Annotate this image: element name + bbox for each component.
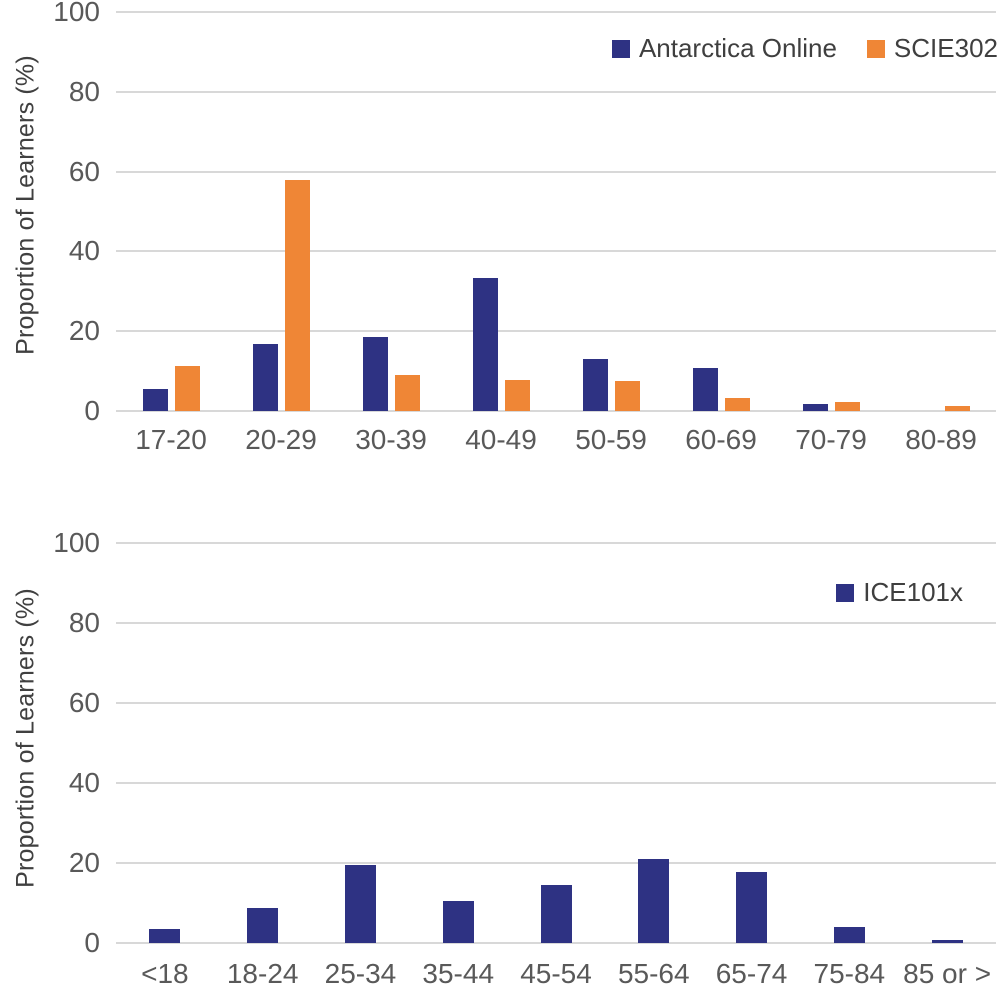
x-tick-label-70-79: 70-79	[795, 424, 867, 455]
x-tick-label-18: <18	[141, 958, 189, 989]
bar-antarctica-online-50-59	[582, 359, 608, 411]
bar-scie302-60-69	[724, 397, 750, 411]
bar-antarctica-online-17-20	[142, 388, 168, 411]
x-tick-label-65-74: 65-74	[715, 958, 788, 989]
legend-swatch-ice101x	[836, 583, 855, 602]
legend-label: Antarctica Online	[638, 33, 837, 63]
bar-scie302-70-79	[834, 402, 860, 411]
gridline-20	[116, 862, 996, 864]
bar-ice101x-45-54	[540, 884, 572, 943]
bar-scie302-30-39	[394, 375, 420, 411]
gridline-0	[116, 942, 996, 944]
gridline-80	[116, 622, 996, 624]
legend: Antarctica Online SCIE302	[611, 33, 998, 64]
y-tick-label-40: 40	[68, 767, 100, 798]
x-tick-label-80-89: 80-89	[905, 424, 977, 455]
y-tick-label-80: 80	[68, 75, 100, 107]
bar-ice101x-25-34	[344, 865, 376, 943]
plot-area	[116, 11, 996, 412]
x-tick-label-50-59: 50-59	[575, 424, 647, 455]
y-tick-label-100: 100	[53, 527, 100, 558]
x-tick-label-25-34: 25-34	[324, 958, 397, 989]
y-tick-label-20: 20	[68, 315, 100, 347]
bar-scie302-17-20	[174, 366, 200, 411]
x-tick-label-40-49: 40-49	[465, 424, 537, 455]
bar-antarctica-online-20-29	[252, 343, 278, 411]
y-tick-label-0: 0	[84, 927, 100, 958]
y-tick-label-60: 60	[68, 687, 100, 718]
x-tick-label-18-24: 18-24	[226, 958, 299, 989]
y-tick-label-100: 100	[53, 0, 100, 27]
x-tick-label-20-29: 20-29	[245, 424, 317, 455]
legend-item-scie302: SCIE302	[866, 33, 998, 64]
gridline-80	[116, 90, 996, 93]
x-tick-label-60-69: 60-69	[685, 424, 757, 455]
x-tick-label-45-54: 45-54	[520, 958, 592, 989]
x-tick-label-17-20: 17-20	[135, 424, 207, 455]
plot-area	[116, 542, 996, 944]
gridline-40	[116, 782, 996, 784]
x-tick-label-55-64: 55-64	[617, 958, 690, 989]
age-distribution-chart-bottom: Proportion of Learners (%) ICE101x 0 20 40…	[0, 520, 1000, 997]
bar-ice101x-18-24	[247, 908, 279, 943]
gridline-100	[116, 11, 996, 13]
bar-scie302-80-89	[944, 406, 970, 411]
gridline-0	[116, 410, 996, 412]
y-tick-label-0: 0	[84, 395, 100, 426]
x-tick-label-85-or: 85 or >	[903, 958, 992, 989]
legend-label: SCIE302	[893, 33, 998, 63]
age-distribution-chart-top: Proportion of Learners (%) Antarctica On…	[0, 0, 1000, 470]
x-tick-label-35-44: 35-44	[422, 958, 495, 989]
bar-antarctica-online-30-39	[362, 336, 388, 411]
bar-ice101x-65-74	[736, 872, 768, 943]
bar-antarctica-online-70-79	[802, 403, 828, 411]
bar-scie302-50-59	[614, 381, 640, 411]
bar-ice101x-75-84	[833, 927, 865, 943]
bar-ice101x-85-or	[931, 940, 963, 943]
bar-antarctica-online-60-69	[692, 367, 718, 411]
legend-item-ice101x: ICE101x	[836, 577, 963, 608]
y-tick-label-20: 20	[68, 847, 100, 878]
y-tick-label-40: 40	[68, 235, 100, 267]
gridline-60	[116, 702, 996, 704]
legend-label: ICE101x	[863, 577, 963, 607]
x-tick-label-30-39: 30-39	[355, 424, 427, 455]
bar-antarctica-online-40-49	[472, 278, 498, 411]
y-tick-label-60: 60	[68, 155, 100, 187]
bar-ice101x-55-64	[638, 859, 670, 943]
gridline-40	[116, 250, 996, 253]
gridline-100	[116, 542, 996, 544]
y-tick-label-80: 80	[68, 607, 100, 638]
bar-ice101x-18	[149, 929, 181, 943]
x-tick-label-75-84: 75-84	[813, 958, 886, 989]
legend-item-antarctica-online: Antarctica Online	[611, 33, 837, 64]
bar-scie302-20-29	[284, 179, 310, 411]
legend-swatch-scie302	[866, 39, 885, 58]
legend-swatch-antarctica-online	[611, 39, 630, 58]
gridline-20	[116, 330, 996, 333]
bar-ice101x-35-44	[442, 900, 474, 943]
legend: ICE101x	[836, 577, 963, 608]
gridline-60	[116, 170, 996, 173]
bar-scie302-40-49	[504, 379, 530, 411]
